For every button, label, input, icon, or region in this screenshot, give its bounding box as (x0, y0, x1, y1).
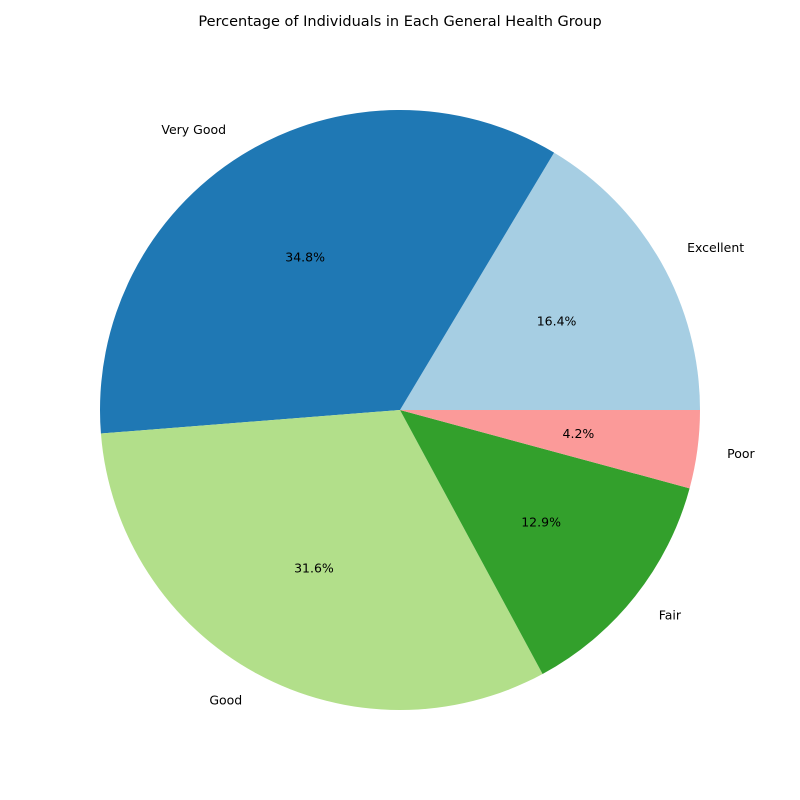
percent-label-very-good: 34.8% (285, 250, 325, 265)
pie-slice-very-good (99, 110, 555, 434)
percent-label-fair: 12.9% (521, 514, 561, 529)
pie-slice-excellent (400, 152, 700, 410)
pie-labels: Excellent 16.4% Very Good 34.8% Good 31.6% Fai… (161, 122, 755, 707)
slice-label-excellent: Excellent (687, 240, 744, 255)
slice-label-good: Good (209, 692, 242, 707)
pie-slices (99, 110, 700, 710)
percent-label-good: 31.6% (294, 561, 334, 576)
percent-label-excellent: 16.4% (537, 314, 577, 329)
chart-title: Percentage of Individuals in Each Genera… (198, 14, 601, 30)
pie-slice-fair (400, 410, 690, 674)
slice-label-poor: Poor (727, 446, 755, 461)
slice-label-fair: Fair (659, 607, 682, 622)
slice-label-very-good: Very Good (161, 122, 226, 137)
pie-slice-good (100, 410, 543, 710)
percent-label-poor: 4.2% (563, 426, 595, 441)
pie-slice-poor (400, 410, 700, 489)
